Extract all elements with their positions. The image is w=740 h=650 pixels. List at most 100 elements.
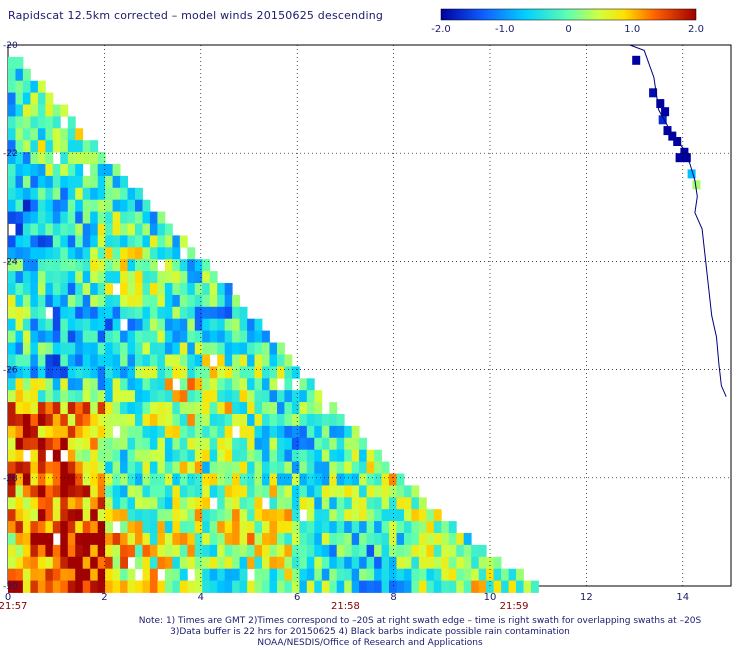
data-cell: [8, 68, 16, 82]
data-cell: [202, 283, 211, 296]
data-cell: [299, 556, 308, 570]
data-cell: [232, 306, 240, 320]
data-cell: [135, 485, 143, 498]
data-cell: [187, 247, 196, 260]
data-cell: [433, 544, 442, 558]
data-cell: [262, 437, 270, 451]
data-cell: [142, 223, 151, 236]
data-cell: [179, 556, 188, 570]
data-cell: [291, 414, 300, 427]
data-cell: [90, 271, 99, 284]
data-cell: [247, 533, 255, 546]
data-cell: [366, 556, 375, 570]
data-cell: [120, 223, 128, 236]
data-cell: [217, 473, 226, 486]
data-cell: [142, 235, 151, 248]
data-cell: [22, 199, 31, 212]
data-cell: [172, 509, 181, 522]
data-cell: [112, 533, 121, 546]
data-cell: [418, 521, 427, 534]
data-cell: [224, 461, 233, 474]
data-cell: [22, 294, 31, 308]
data-cell: [217, 306, 226, 320]
data-cell: [157, 544, 166, 558]
data-cell: [149, 556, 158, 570]
data-cell: [97, 223, 106, 236]
data-cell: [15, 56, 24, 70]
data-cell: [82, 449, 91, 462]
data-cell: [142, 533, 151, 546]
data-cell: [149, 485, 158, 498]
data-cell: [75, 521, 84, 534]
data-cell: [239, 461, 248, 474]
data-cell: [97, 330, 106, 343]
data-cell: [30, 461, 39, 474]
data-cell: [82, 211, 91, 224]
data-cell: [209, 556, 218, 570]
x-tick-label: 4: [198, 592, 204, 603]
data-cell: [60, 425, 69, 439]
data-cell: [396, 521, 405, 534]
y-tick-label: -24: [3, 257, 18, 267]
data-cell: [396, 556, 405, 570]
data-cell: [112, 437, 121, 451]
data-cell: [284, 354, 293, 367]
data-cell: [202, 414, 211, 427]
data-cell: [321, 568, 330, 581]
data-cell: [164, 378, 173, 391]
data-cell: [8, 306, 16, 320]
data-cell: [149, 544, 158, 558]
data-cell: [135, 318, 143, 331]
data-cell: [366, 568, 375, 581]
data-cell: [389, 485, 397, 498]
data-cell: [179, 509, 188, 522]
data-cell: [314, 497, 323, 510]
data-cell: [359, 497, 367, 510]
data-cell: [82, 271, 91, 284]
data-cell: [8, 342, 16, 355]
data-cell: [224, 473, 233, 486]
data-cell: [67, 306, 76, 320]
data-cell: [149, 497, 158, 510]
data-cell: [254, 497, 263, 510]
data-cell: [52, 402, 61, 415]
data-cell: [164, 259, 173, 272]
data-cell: [179, 414, 188, 427]
data-cell: [239, 306, 248, 320]
data-cell: [15, 544, 24, 558]
data-cell: [531, 580, 539, 593]
data-cell: [52, 414, 61, 427]
data-cell: [127, 354, 136, 367]
data-cell: [306, 437, 315, 451]
data-cell: [433, 580, 442, 593]
wind-difference-cells: [8, 56, 539, 593]
data-cell: [45, 164, 54, 177]
data-cell: [366, 544, 375, 558]
data-cell: [232, 437, 240, 451]
data-cell: [351, 580, 360, 593]
data-cell: [209, 330, 218, 343]
data-cell: [187, 437, 196, 451]
data-cell: [75, 497, 84, 510]
data-cell: [164, 556, 173, 570]
data-cell: [329, 437, 338, 451]
data-cell: [22, 473, 31, 486]
data-cell: [187, 533, 196, 546]
data-cell: [366, 461, 375, 474]
data-cell: [135, 497, 143, 510]
data-cell: [269, 414, 278, 427]
data-cell: [30, 271, 39, 284]
data-cell: [149, 271, 158, 284]
data-cell: [82, 390, 91, 403]
data-cell: [344, 509, 353, 522]
data-cell: [291, 473, 300, 486]
data-cell: [284, 402, 293, 415]
data-cell: [127, 366, 136, 379]
data-cell: [105, 390, 113, 403]
data-cell: [306, 580, 315, 593]
data-cell: [15, 140, 24, 153]
data-cell: [90, 414, 99, 427]
data-cell: [269, 533, 278, 546]
data-cell: [30, 544, 39, 558]
data-cell: [426, 509, 435, 522]
